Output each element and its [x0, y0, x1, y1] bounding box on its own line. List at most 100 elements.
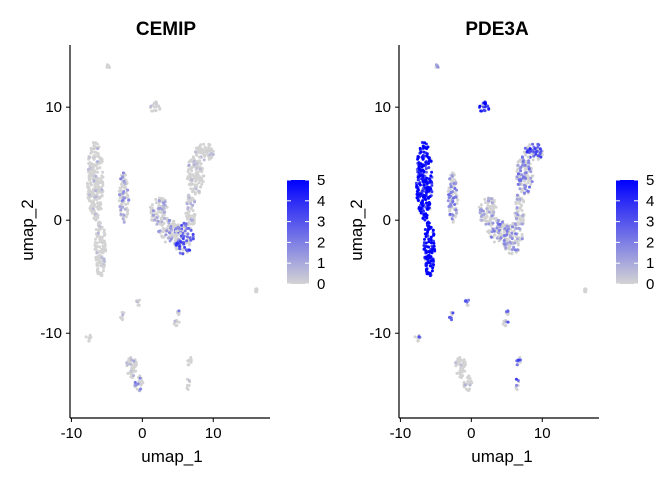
cell-point — [193, 200, 197, 204]
cell-point — [189, 167, 193, 171]
cell-point — [199, 143, 203, 147]
cell-point — [100, 247, 104, 251]
cell-point — [184, 222, 188, 226]
cell-point — [491, 221, 495, 225]
cell-point — [536, 157, 540, 161]
cell-point — [535, 149, 539, 153]
cell-point — [100, 174, 104, 178]
cell-point — [521, 214, 525, 218]
cell-point — [200, 182, 204, 186]
cell-point — [118, 193, 121, 197]
cell-point — [455, 211, 459, 215]
cell-point — [155, 222, 159, 226]
cell-point — [428, 202, 432, 206]
cell-point — [515, 383, 518, 387]
cell-point — [425, 201, 428, 205]
cell-point — [490, 214, 494, 218]
cell-point — [427, 250, 431, 253]
cell-point — [178, 251, 182, 255]
cell-point — [427, 256, 431, 260]
cell-point — [421, 174, 425, 178]
cell-point — [202, 142, 206, 146]
cell-point — [186, 206, 190, 210]
cell-point — [188, 248, 192, 252]
cell-cluster — [157, 218, 182, 244]
cell-point — [160, 234, 164, 238]
cell-point — [102, 245, 106, 249]
legend-tick-label: 0 — [317, 276, 325, 293]
cell-point — [422, 209, 425, 213]
cell-point — [157, 209, 160, 213]
cell-point — [479, 203, 483, 207]
cell-point — [449, 182, 452, 186]
cell-point — [423, 146, 427, 149]
cell-point — [181, 252, 185, 256]
cell-point — [513, 241, 517, 245]
cell-point — [518, 197, 522, 201]
cell-point — [531, 158, 535, 162]
cell-point — [499, 236, 503, 240]
cell-point — [92, 179, 96, 183]
cell-cluster — [486, 218, 511, 244]
cell-point — [454, 208, 458, 212]
cell-point — [126, 188, 130, 192]
cell-point — [495, 226, 499, 230]
cell-point — [524, 166, 528, 170]
cell-point — [191, 237, 195, 241]
cell-point — [429, 264, 432, 268]
cell-point — [157, 204, 161, 208]
cell-point — [91, 207, 95, 211]
cell-point — [538, 147, 542, 151]
cell-point — [528, 143, 532, 147]
cell-point — [419, 211, 423, 215]
cell-point — [173, 234, 177, 238]
cell-cluster — [117, 171, 131, 224]
cell-point — [504, 324, 508, 327]
cell-point — [165, 205, 169, 209]
cell-point — [425, 182, 429, 185]
cell-point — [513, 222, 517, 226]
cell-point — [452, 196, 456, 200]
cell-point — [453, 191, 457, 195]
cell-point — [95, 251, 99, 255]
cell-point — [197, 155, 201, 159]
cell-cluster — [186, 356, 193, 367]
cell-point — [89, 181, 93, 185]
y-tick-label: 0 — [54, 212, 62, 229]
cell-point — [190, 169, 194, 173]
cell-point — [97, 203, 101, 207]
cell-point — [427, 224, 431, 228]
cell-point — [505, 229, 509, 233]
cell-point — [424, 167, 428, 171]
cell-point — [206, 149, 210, 153]
cell-point — [132, 374, 136, 378]
cell-point — [98, 206, 102, 210]
cell-point — [98, 166, 102, 170]
cell-point — [494, 205, 498, 209]
cell-point — [187, 163, 191, 167]
cell-point — [96, 147, 100, 151]
cell-cluster — [133, 374, 145, 393]
cell-point — [418, 192, 422, 196]
cell-point — [91, 141, 95, 144]
cell-point — [98, 162, 101, 165]
cell-point — [501, 220, 504, 224]
cell-point — [528, 147, 532, 151]
cell-point — [94, 237, 97, 241]
cell-point — [518, 187, 522, 191]
cell-point — [423, 228, 427, 231]
cell-point — [187, 226, 191, 230]
cell-cluster — [413, 333, 422, 343]
cell-point — [451, 213, 455, 217]
cell-point — [492, 229, 496, 233]
cell-point — [446, 199, 450, 203]
cell-point — [461, 366, 464, 370]
cell-point — [203, 154, 207, 158]
color-legend: 5 4 3 2 1 0 — [287, 172, 325, 293]
y-tick-label: -10 — [40, 325, 62, 342]
cell-point — [161, 230, 165, 234]
cell-point — [192, 212, 196, 216]
cell-point — [189, 214, 193, 218]
cell-point — [478, 104, 482, 108]
cell-cluster — [186, 153, 206, 196]
